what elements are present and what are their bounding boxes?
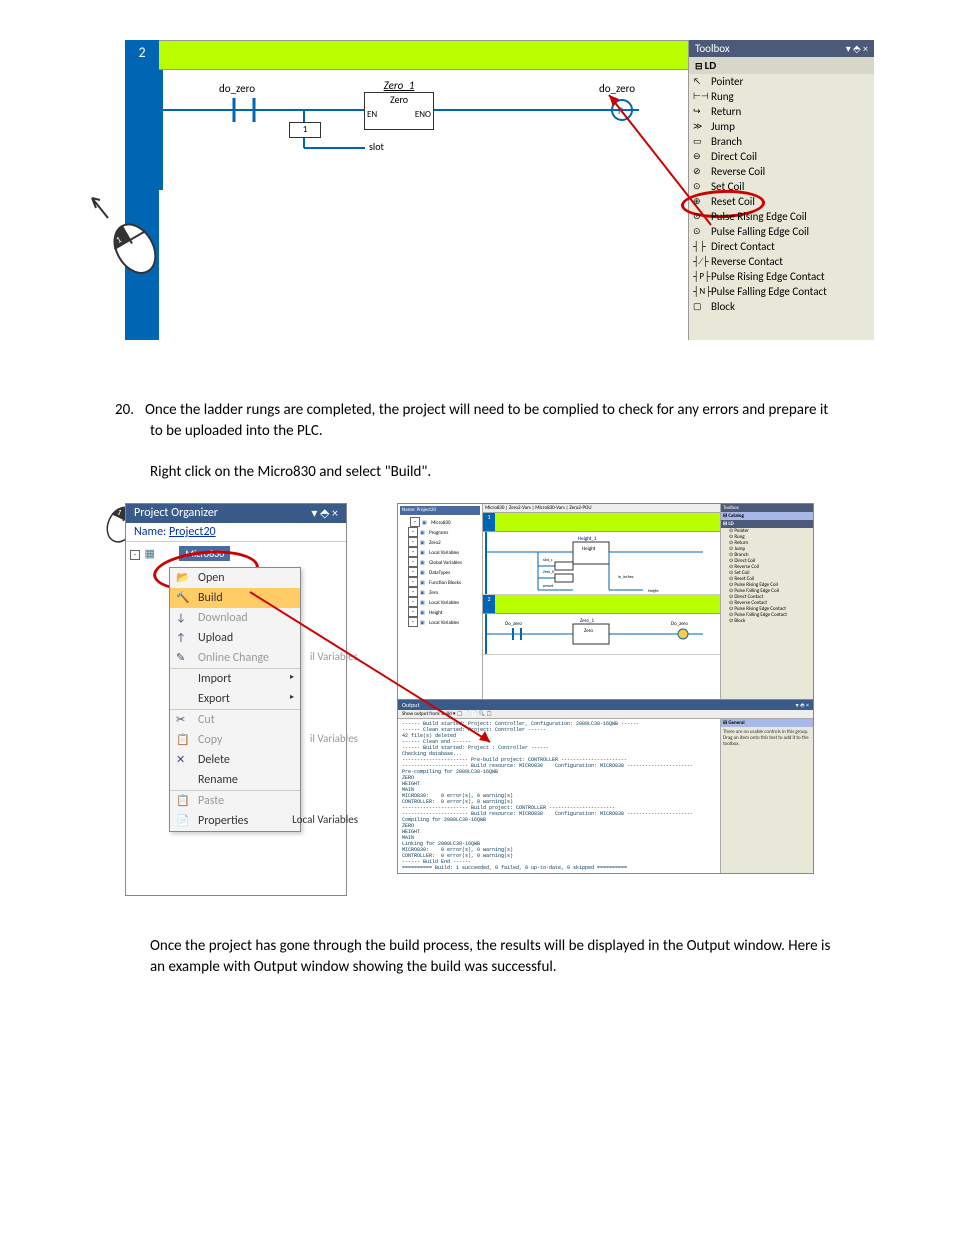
context-menu-item[interactable]: ✕Delete [170, 750, 300, 770]
toolbox-item[interactable]: ↖Pointer [689, 74, 874, 89]
context-menu-item[interactable]: ✂Cut [170, 709, 300, 730]
svg-text:Zero_1: Zero_1 [580, 618, 595, 624]
context-menu-item[interactable]: ↓Download [170, 608, 300, 628]
po-title: Project Organizer [134, 506, 218, 521]
thumb-tbx-cat1: ⊟ Catalog [721, 512, 813, 520]
closing-text: Once the project has gone through the bu… [150, 936, 844, 978]
context-menu-item[interactable]: Export▸ [170, 689, 300, 709]
project-name: Project20 [169, 525, 216, 539]
step-20-text: 20.Once the ladder rungs are completed, … [150, 400, 844, 483]
svg-text:Zero: Zero [584, 628, 593, 634]
svg-text:Height: Height [582, 546, 596, 552]
slot-label: slot [369, 140, 384, 153]
toolbox-controls[interactable]: ▾ ⬘ × [846, 42, 868, 55]
context-menu-item[interactable]: ↑Upload [170, 628, 300, 648]
context-menu-item[interactable]: 🔨Build [170, 588, 300, 608]
project-organizer-header: Project Organizer ▾ ⬘ × [126, 504, 346, 523]
rung-content: R do_zero do_zero Zero_1 Zero EN ENO 1 s… [159, 70, 688, 190]
toolbox-item[interactable]: ⊕Reset Coil [689, 194, 874, 209]
svg-text:Zero_h: Zero_h [543, 570, 554, 575]
svg-text:preset: preset [543, 584, 554, 589]
toolbox-item[interactable]: ┤∕├Reverse Contact [689, 254, 874, 269]
toolbox-item[interactable]: ▭Branch [689, 134, 874, 149]
svg-text:Height: Height [648, 589, 659, 594]
toolbox-item[interactable]: ┤P├Pulse Rising Edge Contact [689, 269, 874, 284]
svg-text:Height_1: Height_1 [578, 536, 597, 542]
toolbox-item[interactable]: ↪Return [689, 104, 874, 119]
toolbox-category-label: LD [705, 59, 717, 72]
output-text: ------ Build started: Project: Controlle… [398, 719, 720, 873]
context-menu: 📂Open🔨Build↓Download↑Upload✎Online Chang… [169, 567, 301, 832]
context-menu-item[interactable]: 📋Paste [170, 790, 300, 811]
context-menu-item[interactable]: 📄PropertiesLocal Variables [170, 811, 300, 831]
ladder-area: 2 R do_zero [125, 40, 874, 340]
po-controls[interactable]: ▾ ⬘ × [311, 506, 338, 521]
toolbox-header: Toolbox ▾ ⬘ × [689, 40, 874, 57]
thumb-project-tree: Name: Project20 -▣ Micro830-▣ Programs-▣… [398, 504, 483, 699]
toolbox-item[interactable]: ⊘Reverse Coil [689, 164, 874, 179]
toolbox-item[interactable]: ⊙Pulse Falling Edge Coil [689, 224, 874, 239]
project-name-row: Name: Project20 [126, 523, 346, 542]
toolbox-item[interactable]: ⊢⊣Rung [689, 89, 874, 104]
name-label: Name: [134, 525, 166, 539]
context-menu-item[interactable]: 📂Open [170, 568, 300, 588]
tree-collapse-icon[interactable]: - [130, 550, 140, 560]
step-text-1: Once the ladder rungs are completed, the… [145, 401, 828, 440]
toolbox-title: Toolbox [695, 42, 730, 55]
output-toolbar: Show output from: Build ▾ 📋 📄 📄 🔍 📋 [398, 710, 813, 719]
toolbox-item[interactable]: ≫Jump [689, 119, 874, 134]
mouse-left-click-icon: 1 [90, 190, 170, 290]
fb-instance: Zero_1 [365, 79, 433, 92]
toolbox-item[interactable]: ┤N├Pulse Falling Edge Contact [689, 284, 874, 299]
thumb-tabs: Micro830 | Zero2-Vars | Micro830-Vars | … [483, 504, 720, 513]
thumb-tbx-cat2: ⊟ LD [721, 520, 813, 528]
closing-paragraph: Once the project has gone through the bu… [150, 936, 844, 978]
thumb-toolbox-header: Toolbox [721, 504, 813, 512]
micro830-node[interactable]: Micro830 [179, 546, 230, 561]
function-block[interactable]: Zero_1 Zero EN ENO [364, 92, 434, 130]
rung-body: R do_zero do_zero Zero_1 Zero EN ENO 1 s… [159, 40, 688, 340]
step-text-2: Right click on the Micro830 and select "… [150, 462, 844, 483]
slot-number-box: 1 [289, 122, 321, 138]
context-menu-item[interactable]: 📋Copyil Variables [170, 730, 300, 750]
contact-label: do_zero [219, 82, 255, 95]
toolbox-item[interactable]: ⊖Direct Coil [689, 149, 874, 164]
svg-text:Do_zero: Do_zero [671, 621, 688, 627]
thumb-output-panel: Output ▾ ⬘ × Show output from: Build ▾ 📋… [398, 699, 813, 873]
toolbox-item[interactable]: ▢Block [689, 299, 874, 314]
context-menu-item[interactable]: Rename [170, 770, 300, 790]
step-number: 20. [115, 400, 145, 421]
project-organizer-container: Project Organizer ▾ ⬘ × Name: Project20 … [125, 503, 347, 896]
thumb-toolbox: Toolbox ⊟ Catalog ⊟ LD ⊙ Pointer⊙ Rung⊙ … [720, 504, 813, 699]
output-title: Output [402, 701, 419, 709]
toolbox-panel: Toolbox ▾ ⬘ × ⊟ LD ↖Pointer⊢⊣Rung↪Return… [688, 40, 874, 340]
ide-thumbnail: Name: Project20 -▣ Micro830-▣ Programs-▣… [397, 503, 814, 874]
output-controls[interactable]: ▾ ⬘ × [796, 701, 809, 709]
svg-text:slot_c: slot_c [543, 558, 553, 563]
figure-1-ladder-toolbox: 2 R do_zero [125, 40, 874, 340]
coil-label: do_zero [599, 82, 635, 95]
toolbox-items: ↖Pointer⊢⊣Rung↪Return≫Jump▭Branch⊖Direct… [689, 74, 874, 314]
fb-name: Zero [365, 93, 433, 106]
prop-header: General [728, 720, 744, 726]
figure-2-build: 1 Project Organizer ▾ ⬘ × Name: Project2… [125, 503, 874, 896]
toolbox-item[interactable]: ⊙Pulse Rising Edge Coil [689, 209, 874, 224]
svg-text:in_inches: in_inches [618, 575, 634, 580]
rung-header [159, 40, 688, 70]
fb-eno: ENO [415, 109, 431, 120]
fb-en: EN [367, 109, 377, 120]
context-menu-item[interactable]: Import▸ [170, 668, 300, 689]
prop-text: There are no usable controls in this gro… [721, 727, 813, 749]
svg-text:Do_zero: Do_zero [505, 621, 522, 627]
toolbox-item[interactable]: ⊙Set Coil [689, 179, 874, 194]
svg-text:R: R [618, 104, 624, 117]
thumb-ladder-view: Micro830 | Zero2-Vars | Micro830-Vars | … [483, 504, 720, 699]
toolbox-item[interactable]: ┤├Direct Contact [689, 239, 874, 254]
thumb-properties: ⊟ General There are no usable controls i… [720, 719, 813, 873]
thumb-output-header: Output ▾ ⬘ × [398, 700, 813, 710]
toolbox-category[interactable]: ⊟ LD [689, 57, 874, 74]
thumb-proj-header: Name: Project20 [400, 506, 480, 515]
context-menu-item[interactable]: ✎Online Changeil Variables [170, 648, 300, 668]
